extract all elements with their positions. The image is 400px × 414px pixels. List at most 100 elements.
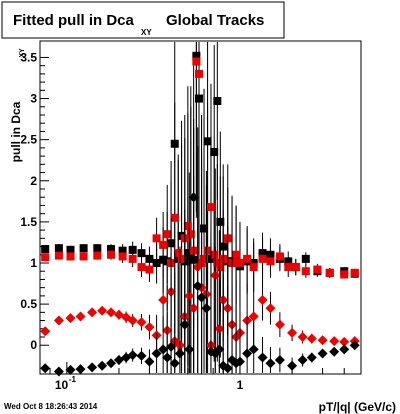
data-point-diamond — [179, 319, 190, 330]
data-point-diamond — [297, 332, 308, 342]
data-point-square — [118, 252, 127, 261]
data-point-diamond — [274, 355, 285, 366]
data-point-diamond — [248, 311, 259, 322]
data-point-diamond — [339, 344, 350, 355]
data-point-square — [128, 245, 137, 254]
data-point-diamond — [248, 344, 259, 355]
data-point-diamond — [40, 326, 51, 337]
data-point-square — [137, 249, 146, 258]
data-point-square — [177, 254, 186, 263]
y-tick-label: 1 — [30, 256, 37, 270]
data-point-diamond — [349, 340, 360, 351]
y-tick-label: 0 — [30, 338, 37, 352]
title-frame — [1, 1, 285, 39]
data-point-diamond — [257, 295, 268, 305]
data-point-square — [232, 250, 241, 259]
data-point-square — [41, 253, 50, 262]
data-point-diamond — [242, 348, 253, 359]
data-point-diamond — [136, 317, 147, 328]
data-point-square — [107, 250, 116, 259]
data-point-square — [284, 263, 293, 272]
data-point-diamond — [151, 348, 162, 359]
x-tick-label: 1 — [237, 378, 244, 392]
data-point-square — [325, 268, 334, 277]
data-point-square — [213, 259, 222, 267]
data-point-square — [79, 252, 88, 261]
data-point-square — [243, 254, 252, 263]
data-point-diamond — [136, 350, 147, 361]
data-point-diamond — [75, 364, 86, 375]
data-point-square — [235, 259, 244, 267]
data-point-diamond — [65, 313, 76, 324]
data-point-diamond — [40, 363, 51, 374]
title-subscript: XY — [141, 28, 152, 37]
data-point-diamond — [306, 333, 317, 344]
data-point-square — [137, 263, 146, 272]
data-point-square — [159, 240, 168, 249]
data-point-square — [313, 265, 322, 274]
series-1-red-square — [41, 42, 359, 373]
data-point-diamond — [297, 355, 308, 366]
data-point-diamond — [234, 356, 245, 367]
data-point-square — [54, 244, 63, 253]
timestamp: Wed Oct 8 18:26:43 2014 — [4, 402, 98, 411]
data-point-diamond — [306, 352, 317, 363]
data-point-diamond — [188, 192, 199, 203]
data-point-diamond — [144, 322, 155, 333]
title-box: Fitted pull in Dca XY Global Tracks — [1, 1, 285, 39]
data-point-diamond — [97, 305, 108, 316]
data-point-square — [213, 97, 222, 106]
y-tick-labels: 0 0.5 1 1.5 2 2.5 3 3.5 — [20, 50, 37, 352]
x-tick-label-exponent: -1 — [69, 375, 77, 384]
data-point-square — [54, 251, 63, 260]
data-point-diamond — [274, 319, 285, 330]
data-point-square — [195, 69, 204, 78]
series-3-black-diamond — [40, 65, 360, 377]
data-point-square — [258, 254, 267, 263]
data-point-square — [163, 230, 172, 239]
y-axis-label-main: pull in Dca — [9, 101, 23, 162]
data-point-diamond — [287, 360, 298, 371]
data-point-diamond — [87, 362, 98, 373]
x-tick-label: 10 -1 — [55, 375, 77, 392]
data-point-square — [66, 252, 75, 261]
y-tick-label: 3.5 — [20, 50, 37, 64]
data-point-square — [79, 244, 88, 253]
data-point-square — [186, 230, 195, 239]
data-point-diamond — [53, 315, 64, 326]
data-point-diamond — [317, 348, 328, 359]
data-point-square — [183, 222, 192, 230]
data-point-diamond — [97, 360, 108, 371]
data-point-diamond — [158, 295, 169, 305]
data-point-square — [145, 265, 154, 274]
data-point-diamond — [65, 364, 76, 375]
data-point-square — [275, 252, 284, 261]
data-point-diamond — [184, 344, 195, 355]
y-tick-label: 2.5 — [20, 133, 37, 147]
data-point-square — [350, 268, 359, 277]
data-point-diamond — [339, 336, 350, 347]
data-point-diamond — [329, 336, 340, 347]
data-point-square — [200, 254, 209, 263]
data-point-square — [41, 245, 50, 254]
data-point-square — [93, 251, 102, 260]
data-point-diamond — [201, 303, 212, 314]
data-point-square — [93, 244, 102, 253]
data-point-square — [249, 263, 258, 272]
data-point-square — [107, 245, 116, 254]
data-marks — [40, 42, 360, 377]
x-tick-labels: 10 -1 1 — [55, 375, 244, 392]
data-point-diamond — [166, 341, 177, 352]
y-tick-label: 0.5 — [20, 297, 37, 311]
title-main: Fitted pull in Dca — [13, 12, 134, 29]
data-point-square — [152, 259, 161, 267]
data-point-square — [266, 257, 275, 266]
data-point-square — [340, 270, 349, 279]
data-point-square — [192, 57, 201, 66]
data-point-square — [301, 254, 310, 263]
y-tick-label: 1.5 — [20, 215, 37, 229]
x-tick-label-base: 10 — [55, 378, 69, 392]
data-point-diamond — [87, 307, 98, 318]
data-point-diamond — [106, 358, 117, 369]
data-point-square — [210, 250, 219, 259]
